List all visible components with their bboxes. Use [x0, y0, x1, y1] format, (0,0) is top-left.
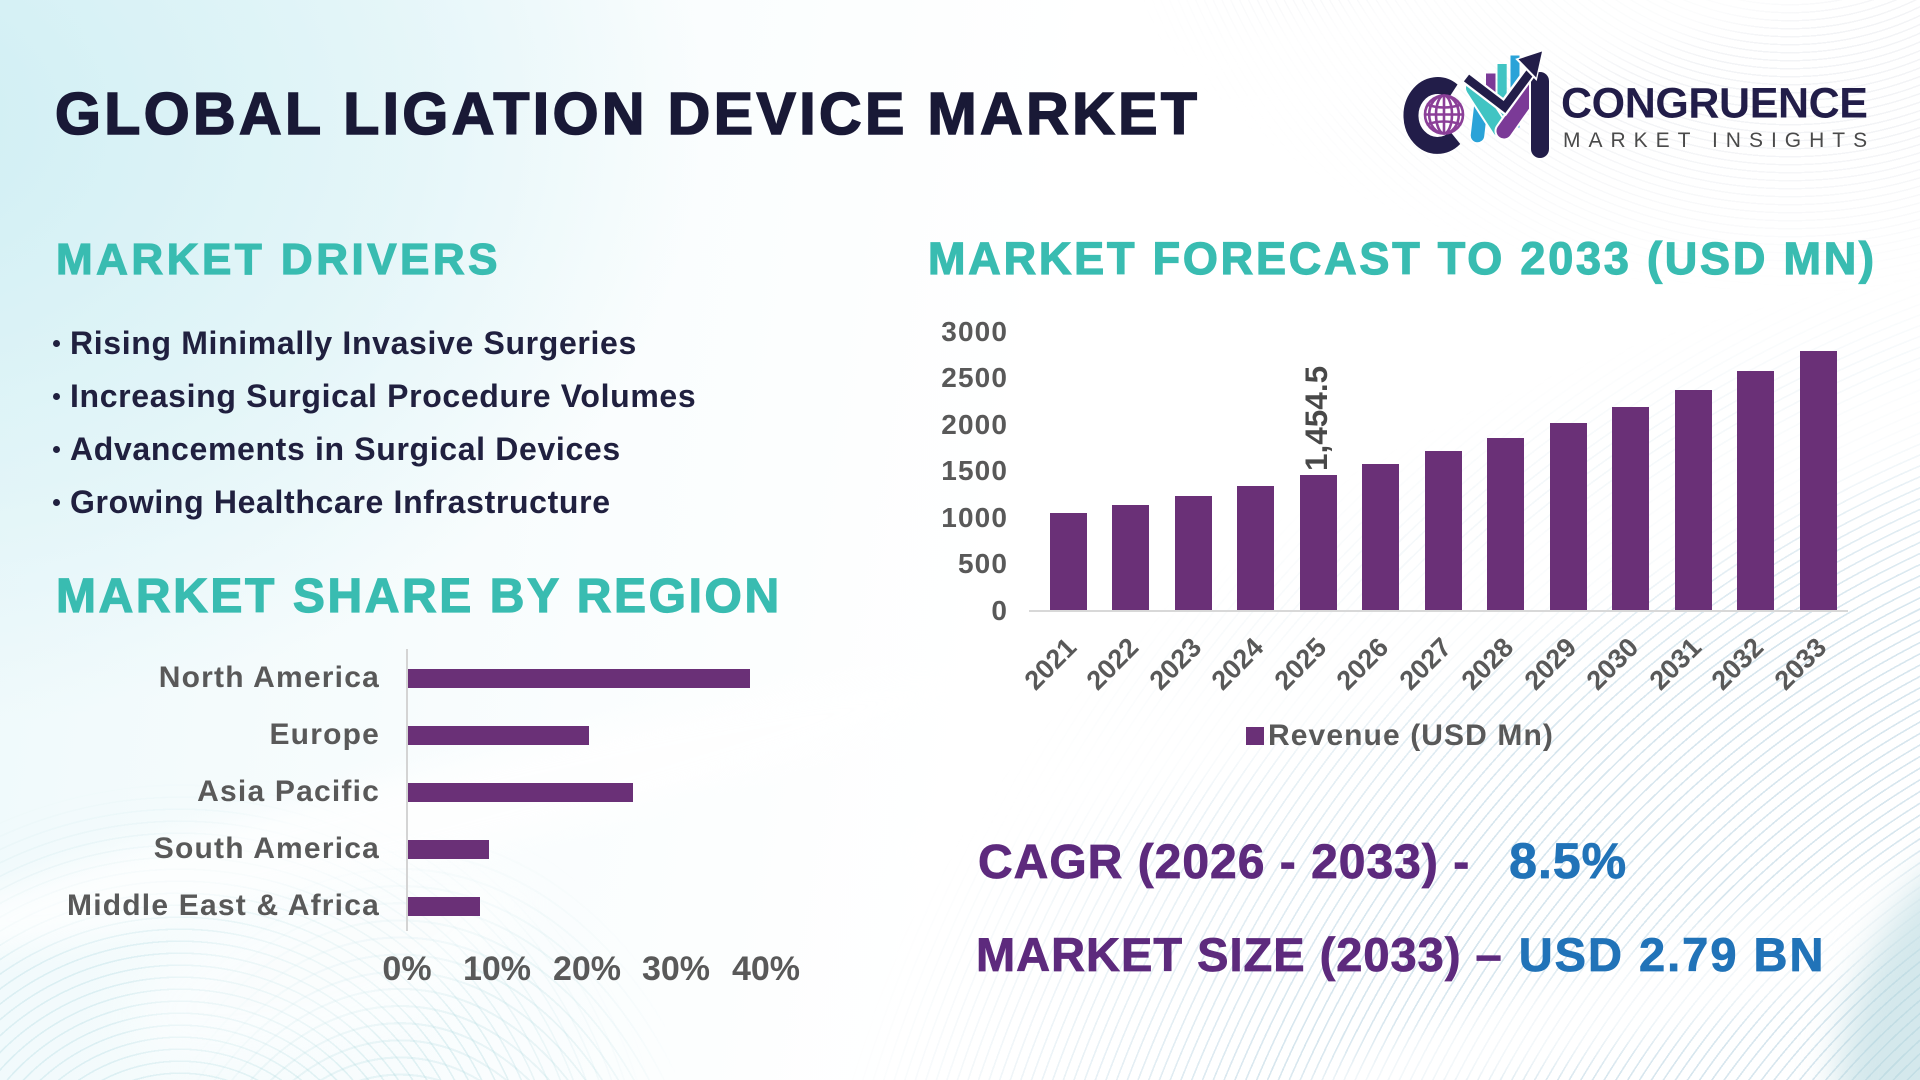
svg-text:MARKET INSIGHTS: MARKET INSIGHTS	[1563, 129, 1875, 152]
svg-text:CONGRUENCE: CONGRUENCE	[1561, 80, 1868, 128]
